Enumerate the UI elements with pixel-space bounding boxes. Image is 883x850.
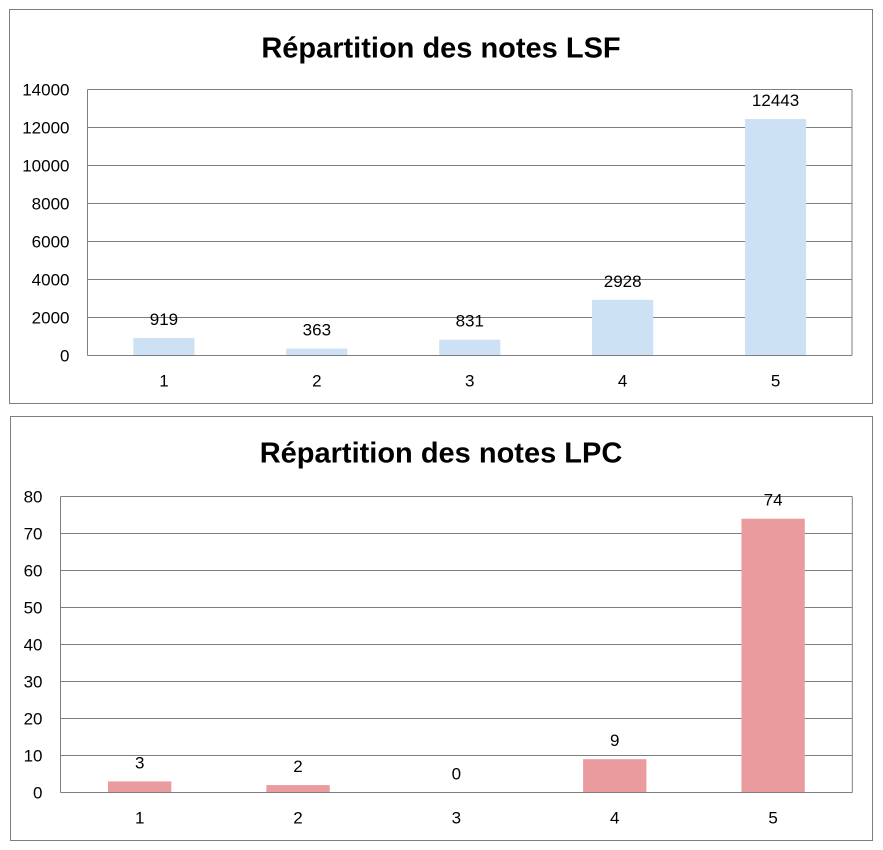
svg-text:70: 70	[24, 525, 43, 544]
svg-text:50: 50	[24, 599, 43, 618]
svg-text:10000: 10000	[22, 157, 69, 176]
svg-text:20: 20	[24, 710, 43, 729]
svg-text:5: 5	[771, 372, 780, 391]
svg-text:8000: 8000	[32, 195, 70, 214]
svg-text:2: 2	[293, 809, 302, 828]
svg-text:4000: 4000	[32, 271, 70, 290]
svg-text:Répartition des notes LPC: Répartition des notes LPC	[260, 438, 623, 470]
svg-text:1: 1	[159, 372, 168, 391]
svg-text:80: 80	[24, 488, 43, 507]
svg-text:12443: 12443	[752, 91, 799, 110]
svg-text:5: 5	[768, 809, 777, 828]
svg-text:74: 74	[764, 491, 783, 510]
svg-text:831: 831	[456, 312, 484, 331]
svg-text:0: 0	[33, 784, 42, 803]
svg-text:3: 3	[465, 372, 474, 391]
svg-text:60: 60	[24, 562, 43, 581]
svg-text:Répartition des notes LSF: Répartition des notes LSF	[261, 33, 620, 65]
svg-text:3: 3	[452, 809, 461, 828]
svg-text:2: 2	[293, 757, 302, 776]
svg-text:2928: 2928	[604, 272, 642, 291]
svg-text:30: 30	[24, 673, 43, 692]
svg-text:12000: 12000	[22, 119, 69, 138]
svg-text:2000: 2000	[32, 309, 70, 328]
svg-text:9: 9	[610, 731, 619, 750]
svg-text:2: 2	[312, 372, 321, 391]
svg-text:10: 10	[24, 747, 43, 766]
svg-text:0: 0	[60, 347, 69, 366]
svg-text:919: 919	[150, 310, 178, 329]
svg-text:14000: 14000	[22, 81, 69, 100]
svg-text:40: 40	[24, 636, 43, 655]
svg-text:4: 4	[610, 809, 619, 828]
svg-text:3: 3	[135, 753, 144, 772]
svg-text:363: 363	[303, 321, 331, 340]
svg-text:4: 4	[618, 372, 627, 391]
svg-text:0: 0	[452, 765, 461, 784]
svg-text:1: 1	[135, 809, 144, 828]
svg-text:6000: 6000	[32, 233, 70, 252]
